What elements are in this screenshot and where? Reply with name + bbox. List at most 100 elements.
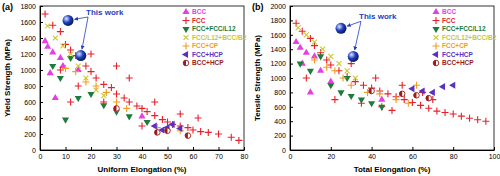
marker-plus [139, 105, 146, 112]
marker-plus [235, 137, 242, 144]
annotation-arrows [347, 21, 361, 50]
legend-entry: FCC+HCP [182, 51, 224, 58]
legend-entry: FCC+FCC/L12 [432, 25, 485, 33]
y-tick-mark [40, 70, 43, 71]
legend-entry: BCC [432, 8, 456, 15]
marker-circle [369, 88, 375, 94]
y-tick-mark [290, 121, 293, 122]
marker-plus [177, 111, 184, 118]
marker-plus [352, 78, 359, 85]
marker-plus [49, 22, 56, 29]
marker-triangle [317, 67, 324, 73]
marker-plus [442, 109, 449, 116]
y-tick-label: 600 [274, 104, 286, 111]
y-tick-mark [40, 118, 43, 119]
series [297, 54, 386, 111]
legend-label: FCC+HCP [192, 51, 224, 58]
y-tick: 600 [24, 99, 43, 106]
x-tick-mark [168, 147, 169, 150]
marker-plus [93, 75, 100, 82]
series [42, 37, 146, 118]
x-tick-label: 70 [215, 153, 223, 160]
marker-half-fill [185, 133, 188, 139]
marker-plus [151, 99, 158, 106]
x-tick: 100 [489, 147, 500, 160]
legend-entry: FCC [433, 17, 456, 24]
marker-plus [113, 63, 120, 70]
marker-triangle [317, 54, 324, 60]
marker-half-fill [369, 88, 372, 94]
marker-plus [311, 42, 318, 49]
marker-triangle [176, 125, 182, 132]
annotation-arrow [74, 17, 88, 19]
x-tick: 40 [139, 147, 147, 160]
marker-plus [417, 102, 424, 109]
marker-cross [43, 21, 53, 31]
legend-marker [431, 33, 441, 43]
y-tick: 200 [24, 131, 43, 138]
marker-triangle [439, 83, 445, 90]
marker-plus [126, 75, 133, 82]
marker-plus [405, 100, 412, 107]
marker-triangle [348, 94, 355, 100]
marker-plus [482, 118, 489, 125]
marker-triangle [307, 88, 314, 94]
annotation-text: This work [86, 8, 124, 17]
x-tick: 50 [164, 147, 172, 160]
y-tick-mark [40, 38, 43, 39]
marker-plus [228, 134, 235, 141]
x-tick-label: 60 [190, 153, 198, 160]
y-tick: 1800 [20, 3, 43, 10]
marker-plus [75, 83, 82, 90]
x-tick-label: 20 [327, 153, 335, 160]
marker-cross [310, 37, 320, 47]
marker-triangle [144, 120, 151, 126]
y-tick-mark [290, 35, 293, 36]
marker-plus [82, 63, 89, 70]
x-tick: 40 [368, 147, 376, 160]
marker-half-fill [433, 60, 436, 66]
marker-plus [42, 11, 49, 18]
marker-plus [82, 79, 89, 86]
legend-entry: FCC+FCC/L12 [182, 25, 235, 33]
marker-plus [303, 75, 310, 82]
legend-entry: BCC [182, 8, 206, 15]
x-axis-title: Total Elongation (%) [354, 165, 431, 174]
x-tick-mark [91, 147, 92, 150]
legend-marker [183, 60, 189, 66]
legend-marker [181, 33, 191, 43]
highlight-point [348, 51, 359, 62]
marker-plus [169, 121, 176, 128]
marker-plus [88, 68, 95, 75]
y-tick: 1000 [270, 75, 293, 82]
y-tick-label: 1400 [20, 35, 36, 42]
legend-entry: BCC+HCP [433, 59, 474, 66]
y-tick: 400 [274, 118, 293, 125]
legend-marker [433, 43, 440, 50]
marker-plus [393, 96, 400, 103]
marker-half-fill [155, 130, 158, 136]
legend-label: FCC+HCP [442, 51, 474, 58]
y-tick-mark [290, 20, 293, 21]
marker-triangle [87, 92, 94, 98]
x-tick-label: 30 [113, 153, 121, 160]
x-axis: 01020304050607080 [39, 147, 249, 160]
x-tick: 80 [241, 147, 249, 160]
panel-label: (a) [2, 2, 13, 12]
series [114, 106, 191, 139]
y-tick-label: 0 [32, 147, 36, 154]
y-axis-title: Tensile Strength (MPa) [253, 35, 262, 121]
y-tick-mark [40, 22, 43, 23]
x-tick-label: 40 [368, 153, 376, 160]
legend-entry: FCC [183, 17, 206, 24]
marker-cross [318, 44, 328, 54]
legend-marker [183, 43, 190, 50]
y-tick-label: 800 [274, 89, 286, 96]
marker-plus [348, 82, 355, 89]
figure: 0102030405060708002004006008001000120014… [0, 0, 500, 176]
y-tick-mark [290, 6, 293, 7]
marker-triangle [418, 87, 424, 94]
x-tick-label: 0 [289, 153, 293, 160]
y-tick-label: 1200 [20, 51, 36, 58]
marker-triangle [303, 49, 310, 55]
